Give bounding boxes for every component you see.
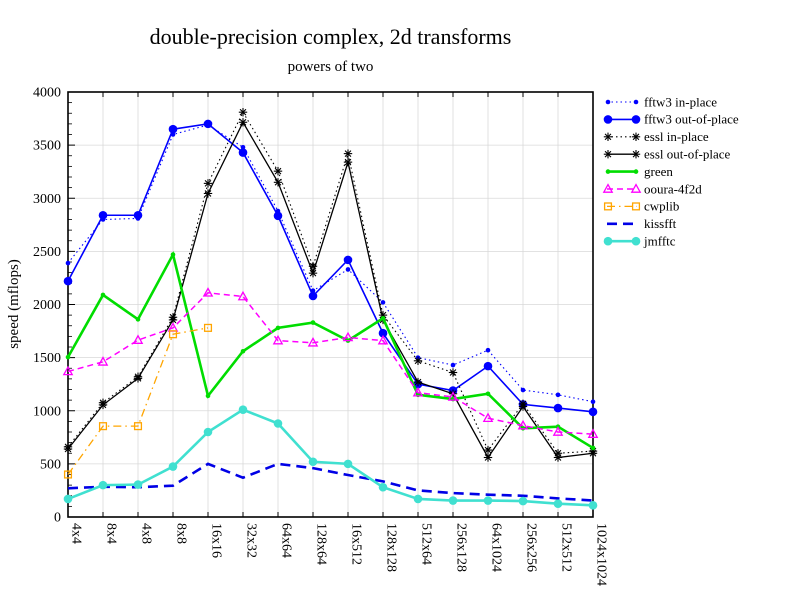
legend-item-essl-in-place: essl in-place [603,129,709,144]
legend: fftw3 in-place fftw3 out-of-place essl in-… [602,94,739,249]
x-tick-label: 4x8 [139,523,154,544]
data-series [62,107,599,510]
x-tick-label: 8x8 [174,523,189,544]
y-axis-title: speed (mflops) [6,259,22,349]
legend-item-essl-out-of-place: essl out-of-place [603,147,731,162]
x-tick-label: 64x1024 [489,523,504,572]
legend-label: fftw3 in-place [644,94,717,109]
x-tick-label: 64x64 [279,523,294,558]
legend-item-ooura-4f2d: ooura-4f2d [602,181,702,196]
legend-item-green: green [605,164,673,179]
series-cwplib [63,323,213,479]
legend-item-jmfftc: jmfftc [603,234,676,249]
x-tick-label: 512x64 [419,523,434,565]
x-tick-label: 256x256 [524,523,539,572]
series-essl-in-place [63,107,598,458]
y-tick-label: 1500 [33,351,61,366]
x-tick-label: 8x4 [104,523,119,544]
x-tick-label: 1024x1024 [594,523,609,586]
x-tick-label: 16x16 [209,523,224,558]
y-tick-label: 2500 [33,245,61,260]
x-tick-label: 256x128 [454,523,469,572]
y-tick-label: 500 [40,457,61,472]
legend-label: essl out-of-place [644,147,731,162]
series-fftw3-out-of-place [63,119,598,417]
x-tick-label: 128x128 [384,523,399,572]
y-tick-label: 0 [54,511,61,526]
y-tick-label: 4000 [33,86,61,101]
x-tick-label: 128x64 [314,523,329,565]
legend-item-cwplib: cwplib [603,199,679,214]
legend-label: kissfft [644,216,677,231]
legend-item-fftw3-in-place: fftw3 in-place [605,94,717,109]
y-tick-label: 3500 [33,139,61,154]
series-essl-out-of-place [63,118,598,462]
y-tick-label: 2000 [33,298,61,313]
series-ooura-4f2d [62,287,599,438]
series-fftw3-in-place [65,122,596,405]
x-tick-label: 4x4 [69,523,84,544]
series-kissfft [67,462,594,502]
legend-label: cwplib [644,199,679,214]
legend-label: fftw3 out-of-place [644,112,739,127]
series-green [65,250,596,451]
x-tick-label: 512x512 [559,523,574,572]
legend-label: jmfftc [643,234,676,249]
x-tick-label: 16x512 [349,523,364,565]
legend-item-kissfft: kissfft [607,216,677,231]
x-tick-label: 32x32 [244,523,259,558]
legend-label: essl in-place [644,129,709,144]
chart-subtitle: powers of two [287,59,374,75]
chart-title: double-precision complex, 2d transforms [149,24,512,49]
legend-label: green [644,164,673,179]
legend-item-fftw3-out-of-place: fftw3 out-of-place [603,112,739,127]
y-tick-label: 3000 [33,192,61,207]
y-tick-label: 1000 [33,404,61,419]
series-jmfftc [63,405,598,510]
legend-label: ooura-4f2d [644,181,702,196]
axes: 0 500 1000 1500 2000 2500 3000 3500 4000 4x4 8x4 4x… [33,86,609,587]
